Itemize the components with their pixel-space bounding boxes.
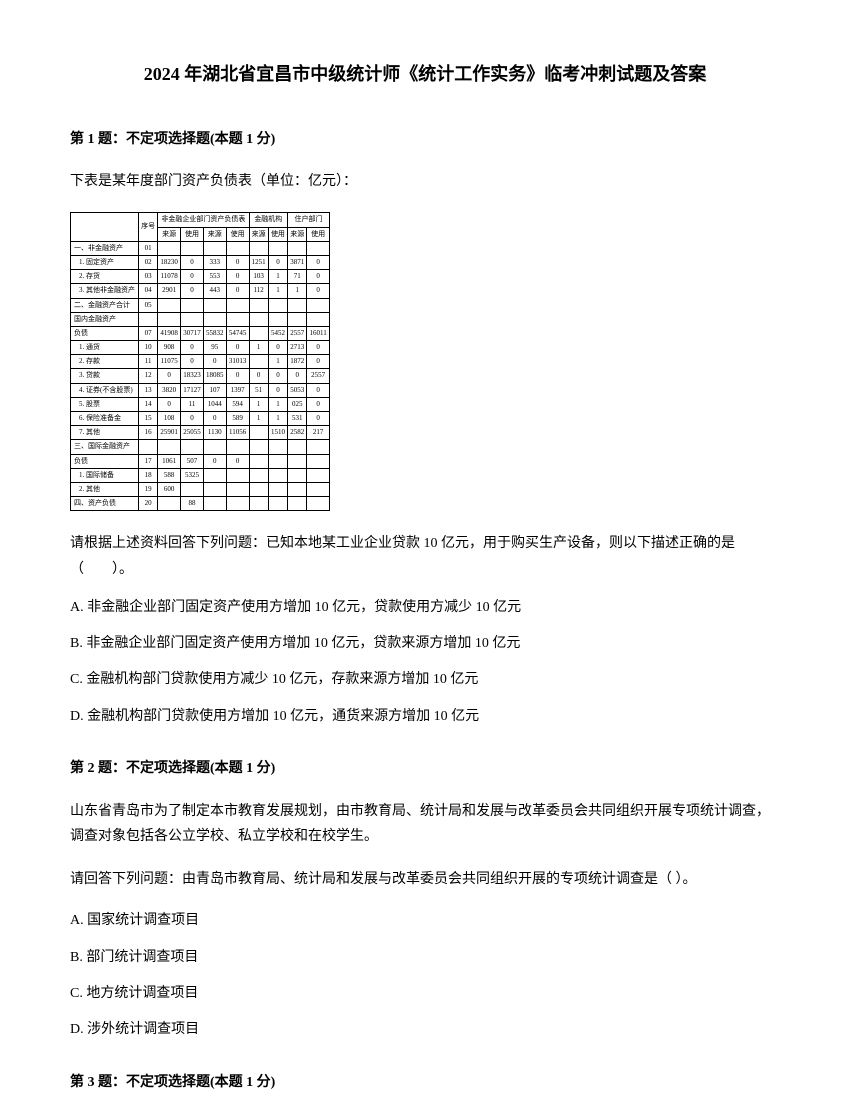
q2-option-a: A. 国家统计调查项目 [70,910,780,932]
q2-text2: 请回答下列问题：由青岛市教育局、统计局和发展与改革委员会共同组织开展的专项统计调… [70,867,780,892]
q2-option-d: D. 涉外统计调查项目 [70,1019,780,1041]
q1-header: 第 1 题：不定项选择题(本题 1 分) [70,129,780,151]
page-title: 2024 年湖北省宜昌市中级统计师《统计工作实务》临考冲刺试题及答案 [70,60,780,89]
q2-text1: 山东省青岛市为了制定本市教育发展规划，由市教育局、统计局和发展与改革委员会共同组… [70,799,780,849]
q1-option-a: A. 非金融企业部门固定资产使用方增加 10 亿元，贷款使用方减少 10 亿元 [70,597,780,619]
q1-option-d: D. 金融机构部门贷款使用方增加 10 亿元，通货来源方增加 10 亿元 [70,706,780,728]
q2-option-c: C. 地方统计调查项目 [70,983,780,1005]
q3-header: 第 3 题：不定项选择题(本题 1 分) [70,1072,780,1094]
q2-option-b: B. 部门统计调查项目 [70,947,780,969]
q1-intro: 下表是某年度部门资产负债表（单位：亿元）： [70,169,780,194]
q1-table: 序号 非金融企业部门资产负债表 金融机构 住户部门 来源 使用 来源 使用 来源… [70,212,330,511]
q1-table-container: 序号 非金融企业部门资产负债表 金融机构 住户部门 来源 使用 来源 使用 来源… [70,212,780,511]
q1-option-b: B. 非金融企业部门固定资产使用方增加 10 亿元，贷款来源方增加 10 亿元 [70,633,780,655]
q1-option-c: C. 金融机构部门贷款使用方减少 10 亿元，存款来源方增加 10 亿元 [70,669,780,691]
q2-header: 第 2 题：不定项选择题(本题 1 分) [70,758,780,780]
q1-prompt: 请根据上述资料回答下列问题：已知本地某工业企业贷款 10 亿元，用于购买生产设备… [70,531,780,581]
